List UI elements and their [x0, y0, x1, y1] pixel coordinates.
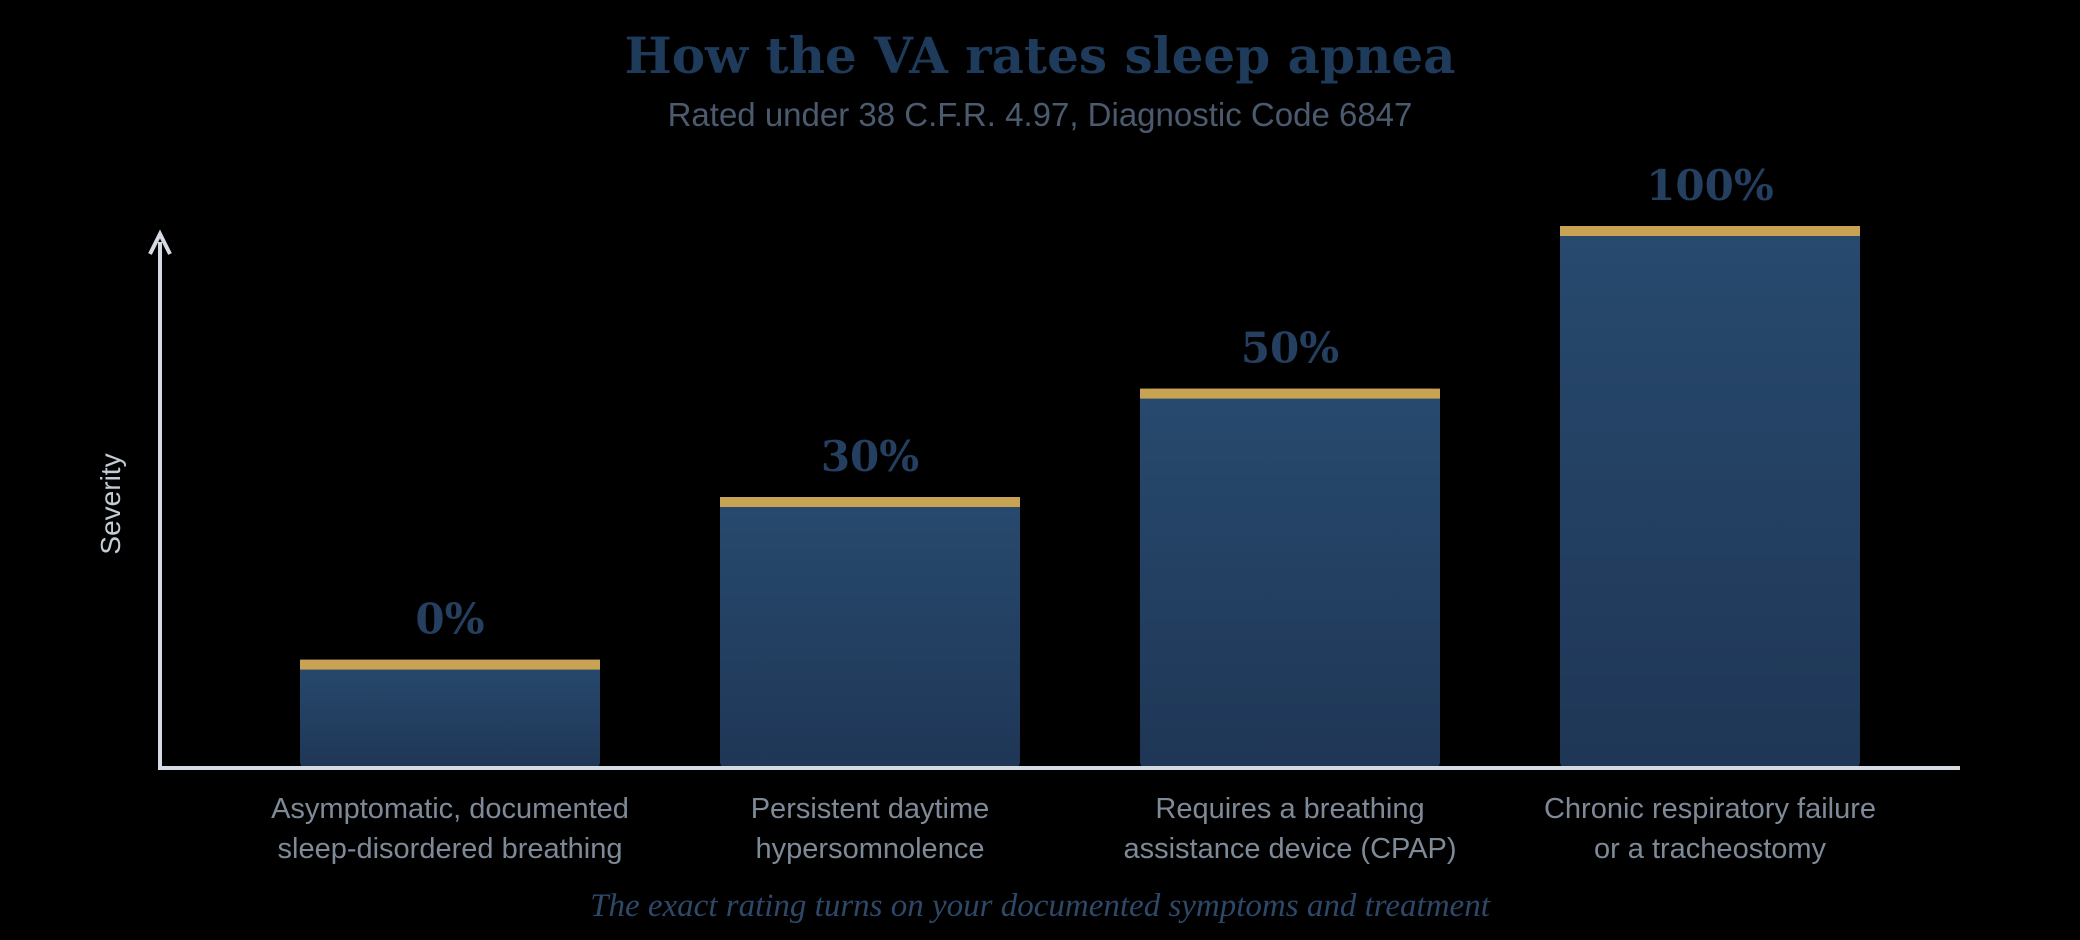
- category-label: Requires a breathing: [1155, 793, 1424, 825]
- labels-group: 0% Asymptomatic, documented sleep-disorder…: [271, 161, 1876, 865]
- bar: [1140, 388, 1440, 768]
- bar-cap: [300, 659, 600, 670]
- category-label: Asymptomatic, documented: [271, 793, 629, 825]
- bar-value-label: 100%: [1646, 161, 1774, 210]
- category-label: sleep-disordered breathing: [278, 833, 623, 865]
- chart-subtitle: Rated under 38 C.F.R. 4.97, Diagnostic C…: [668, 96, 1413, 133]
- bar-value-label: 30%: [821, 432, 919, 481]
- bar: [1560, 226, 1860, 768]
- bar: [720, 497, 1020, 768]
- bar-cap: [1560, 226, 1860, 236]
- category-label: assistance device (CPAP): [1123, 833, 1456, 865]
- y-axis-label: Severity: [95, 453, 126, 554]
- bar-cap: [720, 497, 1020, 507]
- bar-cap: [1140, 388, 1440, 399]
- chart-footnote: The exact rating turns on your documente…: [590, 888, 1491, 924]
- category-label: Persistent daytime: [751, 793, 990, 825]
- bar-value-label: 50%: [1241, 324, 1339, 373]
- bar: [300, 659, 600, 768]
- chart-title: How the VA rates sleep apnea: [624, 26, 1455, 85]
- category-label: or a tracheostomy: [1594, 833, 1827, 865]
- axes-group: [148, 229, 1960, 770]
- category-label: hypersomnolence: [756, 833, 985, 865]
- category-label: Chronic respiratory failure: [1544, 793, 1876, 825]
- bars-group: [300, 226, 1860, 768]
- bar-value-label: 0%: [415, 595, 484, 644]
- y-axis-arrow-icon: [148, 229, 172, 255]
